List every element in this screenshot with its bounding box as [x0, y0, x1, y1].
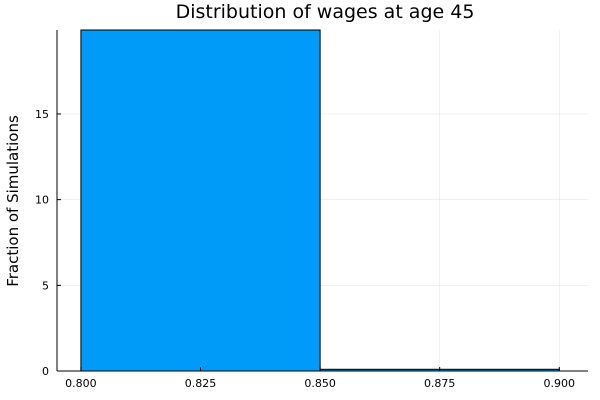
bars	[80, 29, 560, 372]
x-tick-label: 0.825	[185, 377, 217, 390]
y-tick-label: 5	[42, 279, 49, 292]
y-tick-label: 0	[42, 365, 49, 378]
x-tick-label: 0.800	[65, 377, 97, 390]
axes	[56, 30, 588, 372]
y-tick-label: 10	[35, 194, 49, 207]
y-axis-label: Fraction of Simulations	[4, 115, 22, 287]
x-tick-label: 0.900	[544, 377, 576, 390]
x-tick-label: 0.850	[304, 377, 336, 390]
chart-title: Distribution of wages at age 45	[176, 1, 475, 23]
x-tick-label: 0.875	[424, 377, 456, 390]
histogram-bar-0	[80, 29, 321, 372]
y-tick-label: 15	[35, 108, 49, 121]
tick-labels: 0.800 0.825 0.850 0.875 0.900 0 5 10 15	[35, 108, 575, 390]
